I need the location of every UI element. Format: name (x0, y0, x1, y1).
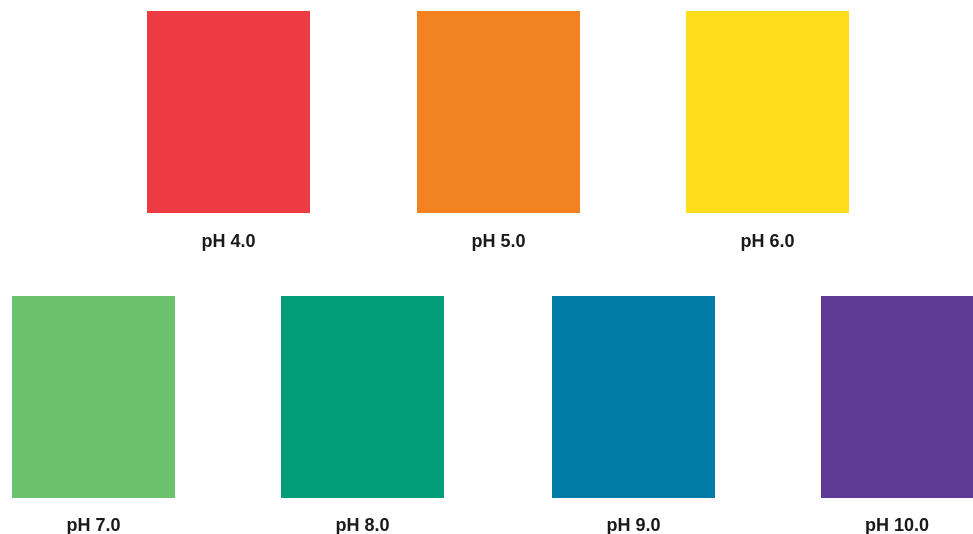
label-ph-6: pH 6.0 (740, 231, 795, 251)
label-ph-10: pH 10.0 (864, 515, 930, 534)
swatch-ph-7 (12, 296, 175, 498)
swatch-ph-4 (147, 11, 310, 213)
label-ph-5: pH 5.0 (471, 231, 526, 251)
swatch-ph-8 (281, 296, 444, 498)
label-ph-4: pH 4.0 (201, 231, 256, 251)
swatch-ph-6 (686, 11, 849, 213)
label-ph-7: pH 7.0 (66, 515, 121, 534)
label-ph-8: pH 8.0 (335, 515, 390, 534)
swatch-ph-10 (821, 296, 973, 498)
swatch-ph-9 (552, 296, 715, 498)
label-ph-9: pH 9.0 (606, 515, 661, 534)
swatch-ph-5 (417, 11, 580, 213)
